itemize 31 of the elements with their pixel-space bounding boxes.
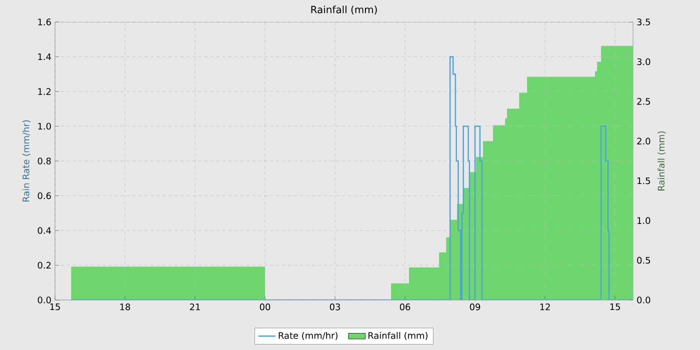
x-tick-label: 15 (50, 304, 60, 310)
x-tick-label: 18 (120, 304, 130, 310)
y-tick-label: 0.4 (38, 227, 51, 234)
y-axis-title: Rain Rate (mm/hr) (22, 120, 30, 202)
y2-tick-label: 3.0 (637, 58, 650, 66)
y-tick-label: 1.6 (38, 18, 51, 26)
x-tick-label: 00 (260, 304, 270, 310)
y-tick-label: 0.2 (38, 262, 51, 269)
y-tick-label: 0.6 (38, 192, 51, 200)
y2-tick-label: 2.5 (637, 98, 650, 105)
y2-tick-label: 1.5 (638, 178, 650, 184)
y2-axis-title: Rainfall (mm) (658, 131, 666, 190)
x-tick-label: 12 (540, 304, 550, 310)
y-tick-label: 0.8 (38, 158, 51, 164)
y2-tick-label: 3.5 (637, 18, 650, 26)
x-tick-label: 09 (470, 304, 480, 310)
legend-label: Rate (mm/hr) (278, 332, 338, 340)
x-tick-label: 03 (330, 304, 340, 310)
y-tick-label: 0.0 (38, 296, 51, 304)
y2-tick-label: 1.0 (638, 217, 650, 224)
x-tick-label: 21 (190, 304, 200, 310)
y-tick-label: 1.0 (38, 122, 51, 130)
y2-tick-label: 0.0 (637, 296, 650, 304)
x-tick-label: 15 (610, 304, 620, 310)
chart-title: Rainfall (mm) (311, 6, 377, 14)
y-tick-label: 1.2 (38, 88, 51, 95)
y2-tick-label: 0.5 (637, 256, 650, 264)
x-tick-label: 06 (400, 304, 410, 310)
y-tick-label: 1.4 (38, 53, 51, 60)
y2-tick-label: 2.0 (637, 138, 650, 145)
legend-label: Rainfall (mm) (368, 332, 428, 340)
